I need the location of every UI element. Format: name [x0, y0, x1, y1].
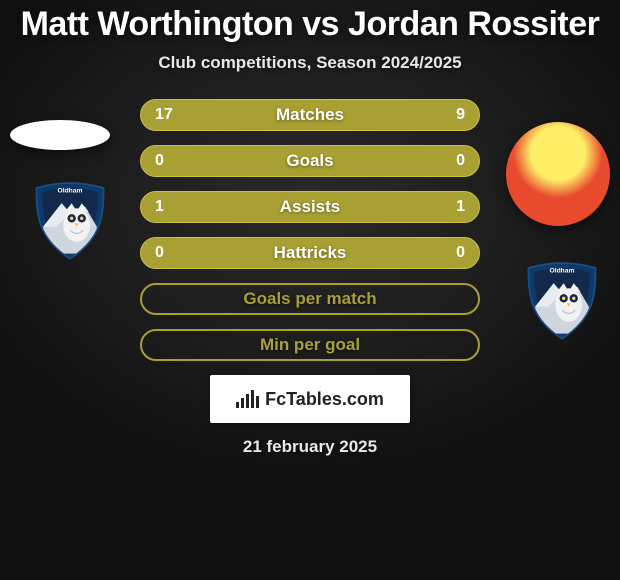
- stat-right-value: 0: [439, 244, 465, 262]
- stat-row-matches: 17 Matches 9: [140, 99, 480, 131]
- fctables-link[interactable]: FcTables.com: [210, 375, 410, 423]
- stat-label: Hattricks: [274, 243, 347, 263]
- stat-right-value: 1: [439, 198, 465, 216]
- club-badge-right: Oldham: [520, 258, 604, 342]
- stat-left-value: 0: [155, 152, 181, 170]
- date-text: 21 february 2025: [243, 437, 377, 457]
- stat-right-value: 0: [439, 152, 465, 170]
- stat-row-min-per-goal: Min per goal: [140, 329, 480, 361]
- stat-left-value: 17: [155, 106, 181, 124]
- bar-chart-icon: [236, 390, 259, 408]
- stat-row-hattricks: 0 Hattricks 0: [140, 237, 480, 269]
- stat-label: Matches: [276, 105, 344, 125]
- badge-text-top: Oldham: [57, 187, 82, 194]
- club-badge-left: Oldham: [28, 178, 112, 262]
- shield-icon: Oldham: [28, 178, 112, 262]
- stat-right-value: 9: [439, 106, 465, 124]
- stat-left-value: 1: [155, 198, 181, 216]
- stat-row-assists: 1 Assists 1: [140, 191, 480, 223]
- stat-label: Assists: [280, 197, 340, 217]
- stat-label: Goals: [286, 151, 333, 171]
- shield-icon: Oldham: [520, 258, 604, 342]
- stat-label: Goals per match: [243, 289, 376, 309]
- player-avatar-left: [10, 120, 110, 150]
- stat-left-value: 0: [155, 244, 181, 262]
- stat-row-goals-per-match: Goals per match: [140, 283, 480, 315]
- badge-text-top: Oldham: [549, 267, 574, 274]
- subtitle: Club competitions, Season 2024/2025: [158, 53, 461, 73]
- stat-row-goals: 0 Goals 0: [140, 145, 480, 177]
- stat-label: Min per goal: [260, 335, 360, 355]
- fctables-label: FcTables.com: [265, 389, 384, 410]
- player-avatar-right: [506, 122, 610, 226]
- page-title: Matt Worthington vs Jordan Rossiter: [21, 6, 600, 43]
